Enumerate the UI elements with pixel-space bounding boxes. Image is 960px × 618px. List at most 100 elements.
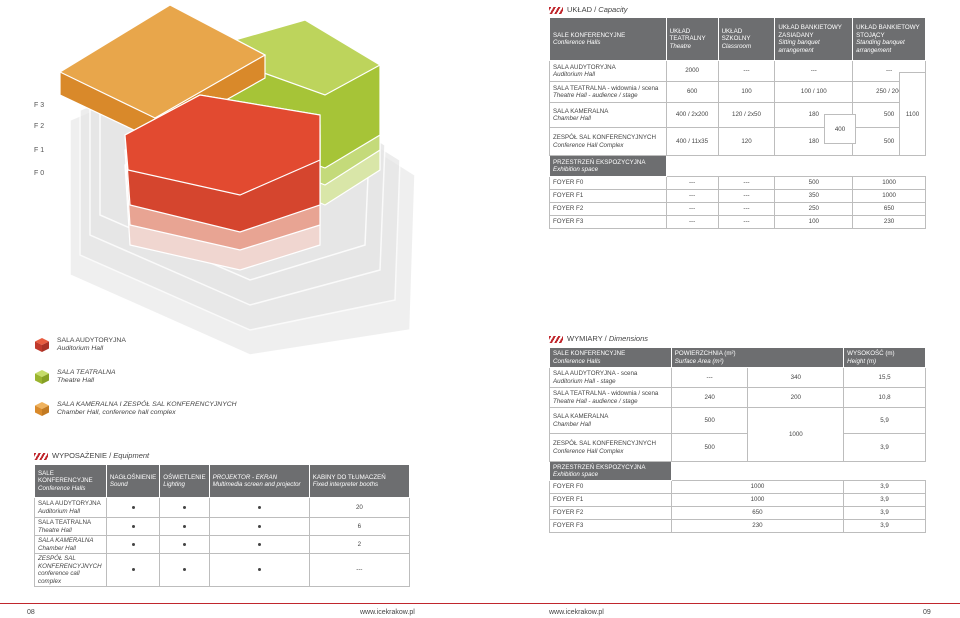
row-label: FOYER F2 (549, 506, 672, 520)
equipment-header-halls: SALE KONFERENCYJNE Conference Halls (34, 464, 107, 498)
row-label-pl: PRZESTRZEŃ EKSPOZYCYJNA (553, 463, 646, 471)
row-label-en: Chamber Hall (38, 544, 76, 552)
value-cell: --- (670, 367, 749, 388)
projector-dot-cell (208, 497, 310, 518)
row-label: SALA TEATRALNA - widownia / scena Theatre… (549, 81, 667, 103)
header-en: Multimedia screen and projector (212, 481, 301, 488)
merged-sitting-cell: 400 (824, 114, 856, 144)
value-cell: 250 (774, 202, 854, 216)
value-cell: --- (665, 176, 719, 190)
floor-label-f0: F 0 (34, 170, 45, 177)
available-dot-icon (257, 542, 261, 546)
table-row: SALA KAMERALNA Chamber Hall 500 1000 5,9 (549, 407, 926, 462)
table-row: SALA KAMERALNA Chamber Hall 2 (34, 535, 411, 554)
value-cell: 240 (670, 387, 749, 408)
row-label-pl: PRZESTRZEŃ EKSPOZYCYJNA (553, 158, 646, 166)
booths-cell: 2 (308, 535, 411, 554)
value-cell: 1000 (670, 480, 845, 494)
green-cube-icon (35, 370, 49, 384)
row-label: SALA AUDYTORYJNA Auditorium Hall (34, 497, 107, 518)
equipment-title-pl: WYPOSAŻENIE (52, 451, 108, 460)
legend-label-en: Chamber Hall, conference hall complex (57, 409, 176, 416)
table-row: ZESPÓŁ SAL KONFERENCYJNYCH conference cal… (34, 553, 411, 587)
legend-label-pl: SALA TEATRALNA (57, 369, 116, 376)
capacity-section-title: UKŁAD / Capacity (549, 5, 627, 14)
value-cell: 340 (747, 367, 845, 388)
header-en: Conference Halls (38, 484, 86, 492)
header-en: Sound (109, 481, 128, 488)
available-dot-icon (182, 505, 186, 509)
row-label: FOYER F3 (549, 215, 667, 229)
value-cell: --- (717, 215, 776, 229)
value-cell: --- (665, 189, 719, 203)
red-stripe-icon (549, 6, 563, 14)
value-cell: 100 (774, 215, 854, 229)
auditorium-hall-shape (124, 94, 321, 271)
dimensions-table: SALE KONFERENCYJNE Conference Halls POWIE… (549, 347, 926, 533)
value-cell: 600 (665, 81, 719, 103)
legend-label-pl: SALA KAMERALNA I ZESPÓŁ SAL KONFERENCYJN… (57, 401, 237, 408)
header-pl: PROJEKTOR - EKRAN (212, 473, 278, 481)
table-row: PRZESTRZEŃ EKSPOZYCYJNA Exhibition space (549, 155, 926, 177)
header-pl: UKŁAD BANKIETOWY ZASIADANY (778, 24, 842, 39)
merged-area-cell: 1000 (747, 407, 845, 462)
header-en: Sitting banquet arrangement (778, 39, 820, 54)
legend-item-auditorium: SALA AUDYTORYJNA Auditorium Hall (34, 337, 126, 353)
row-label-pl: SALA AUDYTORYJNA (553, 63, 616, 71)
capacity-table: SALE KONFERENCYJNE Conference Halls UKŁAD… (549, 17, 926, 229)
value-cell: 230 (852, 215, 926, 229)
row-label-pl: ZESPÓŁ SAL KONFERENCYJNYCH (38, 555, 102, 570)
equipment-header-lighting: OŚWIETLENIE Lighting (159, 464, 210, 498)
sound-dot-cell (105, 535, 161, 554)
header-en: Standing banquet arrangement (856, 39, 905, 54)
value-cell: 3,9 (843, 493, 926, 507)
legend-item-theatre: SALA TEATRALNA Theatre Hall (34, 369, 116, 385)
value-cell: 230 (670, 519, 845, 533)
value-cell: --- (717, 189, 776, 203)
row-label-en: Conference Hall Complex (553, 141, 624, 149)
website-link-right[interactable]: www.icekrakow.pl (549, 609, 604, 616)
table-row: FOYER F3 --- --- 100 230 (549, 215, 926, 229)
value-cell: 1000 (852, 176, 926, 190)
floor-label-f3: F 3 (34, 102, 45, 109)
header-en: Fixed interpreter booths (312, 481, 379, 488)
row-label: FOYER F1 (549, 189, 667, 203)
table-row: FOYER F2 650 3,9 (549, 506, 926, 520)
value-cell: --- (717, 176, 776, 190)
value-cell: 120 (717, 127, 776, 156)
dimensions-header-area: POWIERZCHNIA (m²) Surface Area (m²) (670, 347, 845, 368)
capacity-header-sitting: UKŁAD BANKIETOWY ZASIADANY Sitting banque… (774, 17, 854, 61)
available-dot-icon (131, 524, 135, 528)
available-dot-icon (131, 542, 135, 546)
booths-cell: 6 (308, 517, 411, 536)
available-dot-icon (257, 524, 261, 528)
dimensions-header-height: WYSOKOŚĆ (m) Height (m) (843, 347, 926, 368)
value-cell: --- (717, 60, 776, 82)
row-label: SALA AUDYTORYJNA Auditorium Hall (549, 60, 667, 82)
row-label-pl: SALA TEATRALNA (38, 519, 92, 526)
header-pl: UKŁAD BANKIETOWY STOJĄCY (856, 24, 920, 39)
table-row: FOYER F0 1000 3,9 (549, 480, 926, 494)
lighting-dot-cell (159, 517, 210, 536)
row-label: FOYER F3 (549, 519, 672, 533)
header-pl: NAGŁOŚNIENIE (109, 473, 157, 481)
lighting-dot-cell (159, 553, 210, 587)
merged-standing-cell: 1100 (899, 72, 926, 156)
available-dot-icon (131, 568, 135, 572)
value-cell: 1000 (852, 189, 926, 203)
equipment-title-en: Equipment (113, 451, 150, 460)
header-en: Classroom (721, 42, 752, 50)
header-pl: KABINY DO TŁUMACZEŃ (312, 473, 386, 481)
row-label: SALA KAMERALNA Chamber Hall (549, 407, 672, 434)
row-label-pl: SALA KAMERALNA (553, 413, 609, 420)
capacity-header-row: SALE KONFERENCYJNE Conference Halls UKŁAD… (549, 17, 926, 61)
value-cell: 200 (747, 387, 845, 408)
row-label-en: Exhibition space (553, 471, 599, 478)
website-link-left[interactable]: www.icekrakow.pl (360, 609, 415, 616)
table-row: FOYER F0 --- --- 500 1000 (549, 176, 926, 190)
value-cell: 400 / 2x200 (665, 102, 719, 128)
capacity-title-pl: UKŁAD (567, 5, 593, 14)
equipment-table: SALE KONFERENCYJNE Conference Halls NAGŁO… (34, 464, 411, 587)
equipment-header-projector: PROJEKTOR - EKRAN Multimedia screen and p… (208, 464, 310, 498)
red-stripe-icon (549, 335, 563, 343)
